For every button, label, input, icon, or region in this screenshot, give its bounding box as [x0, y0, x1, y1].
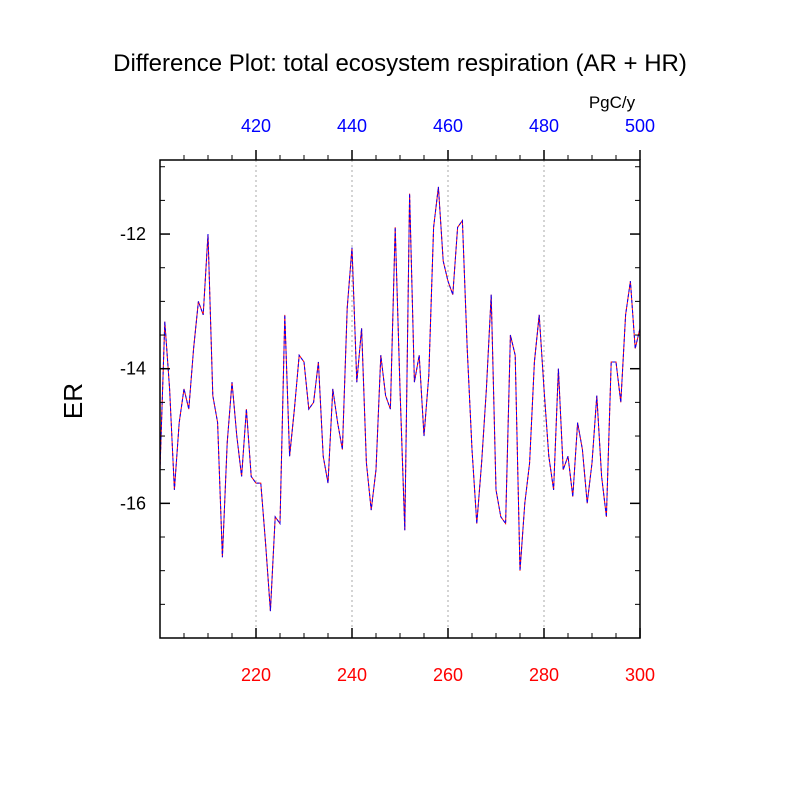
y-tick-label: -16	[120, 493, 146, 513]
top-tick-label: 500	[625, 116, 655, 136]
top-tick-label: 440	[337, 116, 367, 136]
top-tick-label: 460	[433, 116, 463, 136]
units-label: PgC/y	[589, 93, 636, 112]
top-tick-label: 420	[241, 116, 271, 136]
chart-title: Difference Plot: total ecosystem respira…	[113, 50, 687, 77]
y-tick-label: -12	[120, 224, 146, 244]
tick-labels: 220 240 260 280 300 420 440 460 480 500 -12 -14 -16	[120, 116, 655, 685]
x-tick-label: 240	[337, 665, 367, 685]
x-tick-label: 280	[529, 665, 559, 685]
data-series	[159, 186, 641, 612]
top-tick-label: 480	[529, 116, 559, 136]
x-tick-label: 220	[241, 665, 271, 685]
x-tick-label: 260	[433, 665, 463, 685]
axis-ticks	[160, 150, 641, 638]
y-axis-label: ER	[58, 383, 88, 419]
series-line-dashed	[159, 186, 641, 612]
x-tick-label: 300	[625, 665, 655, 685]
y-tick-label: -14	[120, 359, 146, 379]
